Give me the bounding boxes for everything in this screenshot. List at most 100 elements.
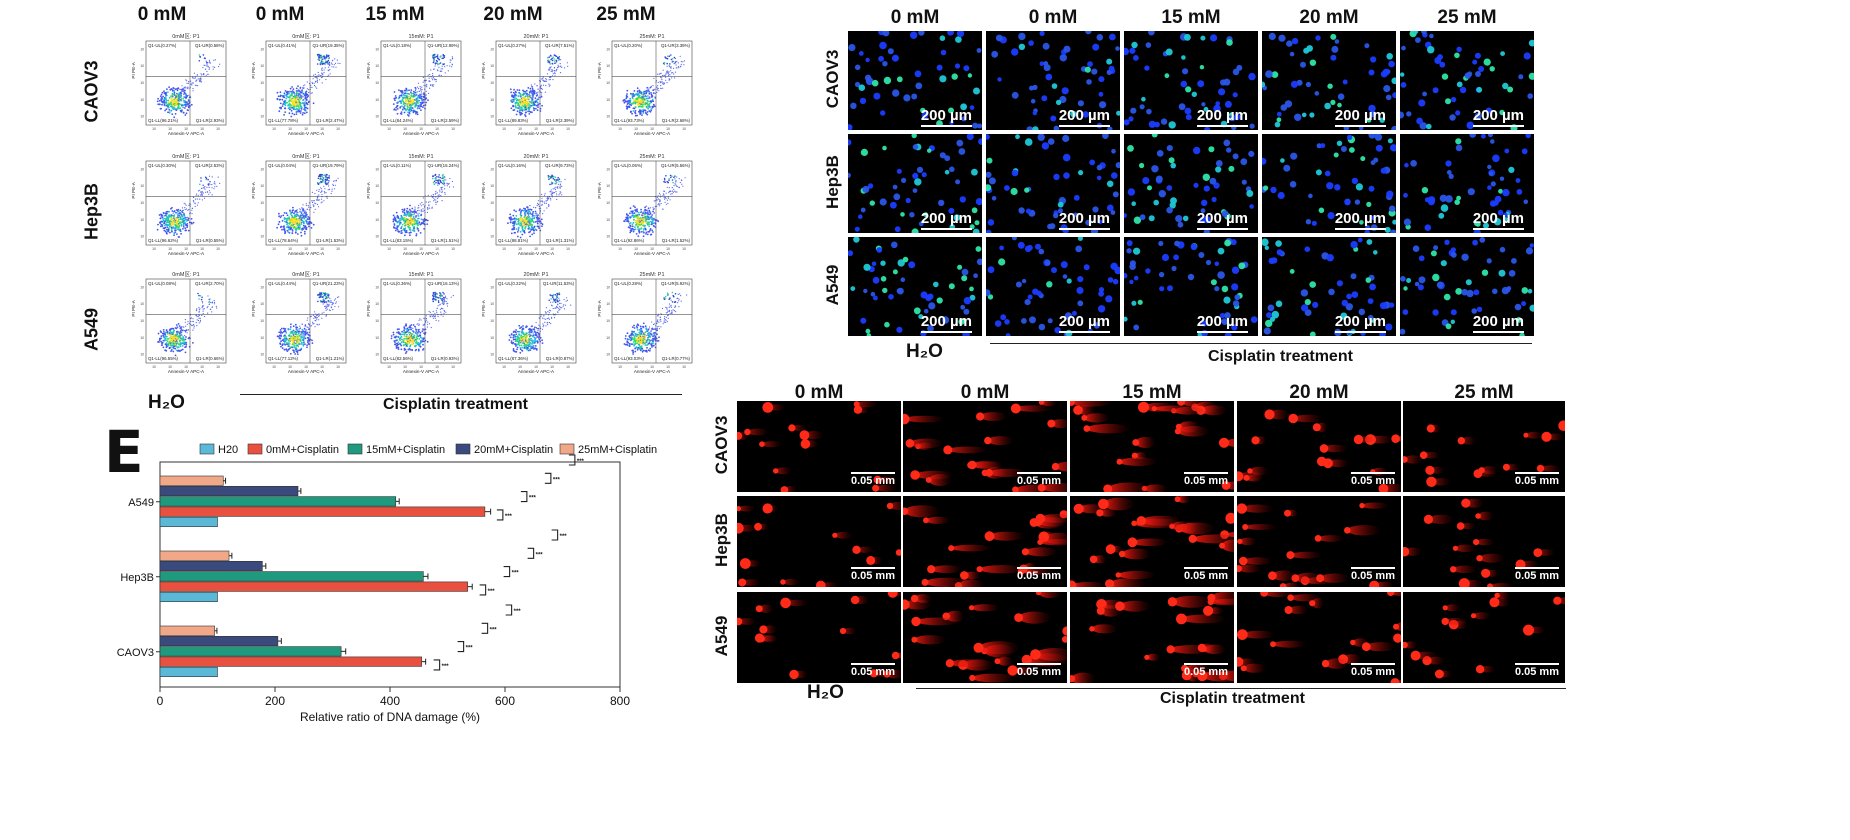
flow-tick: 10 [375,319,379,323]
flow-tick: 10 [140,336,144,340]
flow-tick: 10 [490,353,494,357]
significance-stars: *** [529,496,537,502]
flow-tick: 10 [387,127,391,131]
flow-axis-x: Annexin-V APC-A [518,131,555,136]
fluo-row-label: CAOV3 [823,49,842,109]
flow-tick: 10 [550,247,554,251]
comet-assay-image: 0.05 mm [903,401,1067,492]
flow-tick: 10 [272,127,276,131]
significance-bracket [496,509,504,521]
quadrant-ul: Q1-UL(0.11%) [383,163,412,168]
flow-tick: 10 [682,365,686,369]
flow-plot-svg: 20mM: P1 Q1-UL(0.27%) Q1-UR(7.51%) Q1-LL(89… [481,34,577,136]
fluo-scale-bar: 200 µm [1196,107,1248,127]
comet-cells [903,592,1067,683]
significance-bracket [457,641,465,653]
flow-tick: 10 [606,302,610,306]
quadrant-ll: Q1-LL(92.86%) [614,238,645,243]
flow-tick: 10 [502,365,506,369]
flow-tick: 10 [260,319,264,323]
flow-tick: 10 [140,184,144,188]
bar [159,656,422,667]
flow-tick: 10 [140,319,144,323]
flow-tick: 10 [140,64,144,68]
fluorescence-image: 200 µm [986,31,1120,130]
flow-plot: 0mM区: P1 Q1-UL(0.08%) Q1-UR(2.70%) Q1-LL(96… [124,271,234,383]
fluo-scale-bar: 200 µm [1196,313,1248,333]
flow-tick: 10 [490,184,494,188]
flow-plot-title: 15mM: P1 [408,154,433,160]
flow-tick: 10 [490,218,494,222]
flow-plot-svg: 25mM: P1 Q1-UL(0.20%) Q1-UR(3.39%) Q1-LL(93… [597,34,693,136]
comet-cells [1070,496,1234,587]
scale-bar-line [1472,228,1524,230]
legend-label: 0mM+Cisplatin [266,444,339,456]
scale-bar-line [1514,472,1559,474]
flow-tick: 10 [288,247,292,251]
quadrant-ur: Q1-UR(19.35%) [313,43,345,48]
bar [159,636,279,647]
comet-scale-bar: 0.05 mm [850,472,895,487]
flow-tick: 10 [634,127,638,131]
fluorescence-image: 200 µm [1124,237,1258,336]
flow-tick: 10 [200,365,204,369]
flow-tick: 10 [375,167,379,171]
flow-axis-y: PI PE-A [481,299,486,316]
flow-tick: 10 [336,365,340,369]
comet-cells [903,401,1067,492]
fluo-scale-bar: 200 µm [920,107,972,127]
flow-tick: 10 [288,127,292,131]
quadrant-ur: Q1-UR(12.99%) [428,43,460,48]
legend-label: 15mM+Cisplatin [366,444,445,456]
flow-axis-x: Annexin-V APC-A [403,131,440,136]
flow-plot: 25mM: P1 Q1-UL(0.28%) Q1-UR(5.92%) Q1-LL(93… [590,271,700,383]
scale-bar-line [1350,472,1395,474]
comet-cells [737,501,901,587]
flow-plot-title: 15mM: P1 [408,34,433,40]
flow-tick: 10 [140,98,144,102]
significance-stars: *** [560,534,568,540]
fluo-scale-bar: 200 µm [1196,210,1248,230]
scale-bar-line [920,125,972,127]
flow-tick: 10 [272,247,276,251]
significance-bracket [433,659,441,671]
flow-plot: 0mM区: P1 Q1-UL(0.30%) Q1-UR(2.53%) Q1-LL(96… [124,153,234,265]
comet-assay-image: 0.05 mm [737,592,901,683]
quadrant-ll: Q1-LL(96.21%) [148,118,179,123]
comet-assay-image: 0.05 mm [1237,496,1401,587]
quadrant-ul: Q1-UL(0.06%) [614,163,643,168]
flow-tick: 10 [451,365,455,369]
flow-plot-title: 0mM区: P1 [172,271,200,278]
quadrant-ll: Q1-LL(77.12%) [268,356,299,361]
flow-tick: 10 [502,247,506,251]
comet-scale-bar: 0.05 mm [1183,663,1228,678]
flow-tick: 10 [682,127,686,131]
x-tick-label: 600 [495,694,515,708]
significance-bracket [551,529,559,541]
flow-tick: 10 [260,353,264,357]
quadrant-lr: Q1-LR(1.51%) [431,238,460,243]
fluo-scale-bar: 200 µm [1472,210,1524,230]
flow-tick: 10 [140,235,144,239]
flow-tick: 10 [490,235,494,239]
comet-scale-bar: 0.05 mm [1350,472,1395,487]
bar [159,496,397,507]
quadrant-ur: Q1-UR(11.53%) [543,281,575,286]
flow-axis-x: Annexin-V APC-A [168,369,205,374]
scale-bar-line [1183,567,1228,569]
flow-tick: 10 [534,365,538,369]
flow-tick: 10 [216,247,220,251]
flow-axis-y: PI PE-A [251,181,256,198]
fluorescence-cells [1262,32,1396,130]
flow-axis-y: PI PE-A [366,61,371,78]
flow-tick: 10 [666,247,670,251]
scale-bar-line [1183,472,1228,474]
flow-plot-title: 20mM: P1 [523,154,548,160]
comet-scale-bar: 0.05 mm [1350,663,1395,678]
scale-bar-line [1514,663,1559,665]
fluorescence-cells [986,134,1120,233]
significance-bracket [479,584,487,596]
flow-treatment-label: Cisplatin treatment [383,396,528,413]
flow-plot: 25mM: P1 Q1-UL(0.20%) Q1-UR(3.39%) Q1-LL(93… [590,33,700,145]
significance-stars: *** [514,609,522,615]
